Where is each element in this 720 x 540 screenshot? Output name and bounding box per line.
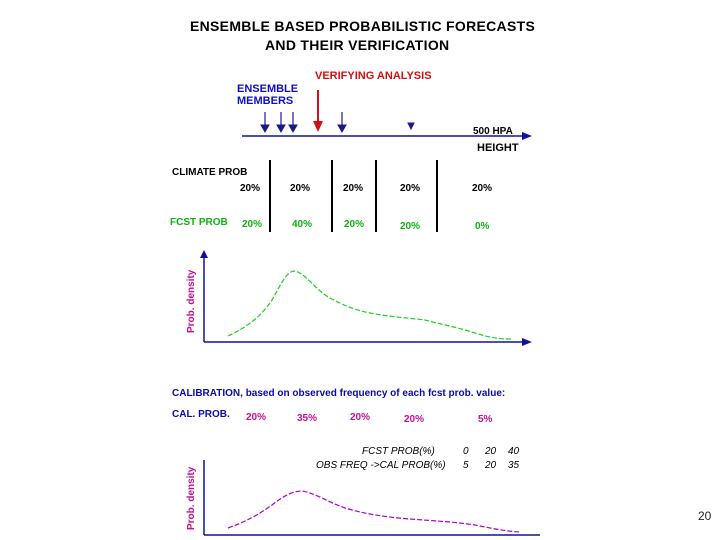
lower-density-y-label: Prob. density: [186, 466, 197, 530]
fcst-value-5: 0%: [475, 221, 490, 232]
fcst-value-2: 40%: [292, 219, 313, 230]
cal-value-4: 20%: [404, 414, 425, 425]
ensemble-arrowhead-2: [276, 124, 286, 134]
upper-density-y-label: Prob. density: [186, 269, 197, 333]
ensemble-arrowhead-5: [407, 122, 415, 131]
hpa-label: 500 HPA: [473, 126, 513, 137]
fcst-prob-label: FCST PROB: [170, 217, 228, 228]
calibrated-density-curve: [227, 490, 521, 533]
title-line-2: AND THEIR VERIFICATION: [265, 37, 450, 53]
verifying-analysis-label: VERIFYING ANALYSIS: [315, 70, 432, 82]
climate-value-5: 20%: [472, 183, 493, 194]
table-row1-value-1: 0: [463, 446, 469, 457]
upper-density-y-arrowhead: [200, 250, 208, 258]
verifying-analysis-arrowhead: [313, 121, 323, 132]
table-row2-label: OBS FREQ ->CAL PROB(%): [316, 460, 446, 471]
climate-value-1: 20%: [240, 183, 261, 194]
ensemble-arrowhead-3: [288, 124, 298, 134]
cal-prob-label: CAL. PROB.: [172, 409, 230, 420]
page-number: 20: [698, 509, 712, 523]
cal-value-1: 20%: [246, 412, 267, 423]
table-row2-value-2: 20: [485, 460, 497, 471]
table-row1-value-3: 40: [508, 446, 520, 457]
height-axis-arrowhead: [522, 132, 532, 140]
table-row1-label: FCST PROB(%): [362, 446, 435, 457]
fcst-value-3: 20%: [344, 219, 365, 230]
height-label: HEIGHT: [477, 142, 519, 154]
fcst-value-1: 20%: [242, 219, 263, 230]
climate-value-3: 20%: [343, 183, 364, 194]
climate-value-2: 20%: [290, 183, 311, 194]
forecast-density-curve: [227, 270, 513, 340]
ensemble-label: ENSEMBLE MEMBERS: [237, 83, 298, 107]
table-row2-value-1: 5: [463, 460, 469, 471]
cal-value-5: 5%: [478, 414, 493, 425]
fcst-value-4: 20%: [400, 221, 421, 232]
ensemble-arrowhead-1: [260, 124, 270, 134]
ensemble-member-arrows: [260, 112, 415, 134]
ensemble-label-line-2: MEMBERS: [237, 95, 294, 107]
climate-prob-label: CLIMATE PROB: [172, 167, 248, 178]
cal-value-3: 20%: [350, 412, 371, 423]
ensemble-arrowhead-4: [337, 124, 347, 134]
ensemble-label-line-1: ENSEMBLE: [237, 83, 299, 95]
calibration-heading: CALIBRATION, based on observed frequency…: [172, 388, 506, 399]
table-row2-value-3: 35: [508, 460, 520, 471]
table-row1-value-2: 20: [485, 446, 497, 457]
upper-density-x-arrowhead: [522, 338, 532, 346]
climate-value-4: 20%: [400, 183, 421, 194]
title-line-1: ENSEMBLE BASED PROBABILISTIC FORECASTS: [190, 18, 536, 34]
cal-value-2: 35%: [297, 413, 318, 424]
bin-dividers: [269, 160, 438, 232]
